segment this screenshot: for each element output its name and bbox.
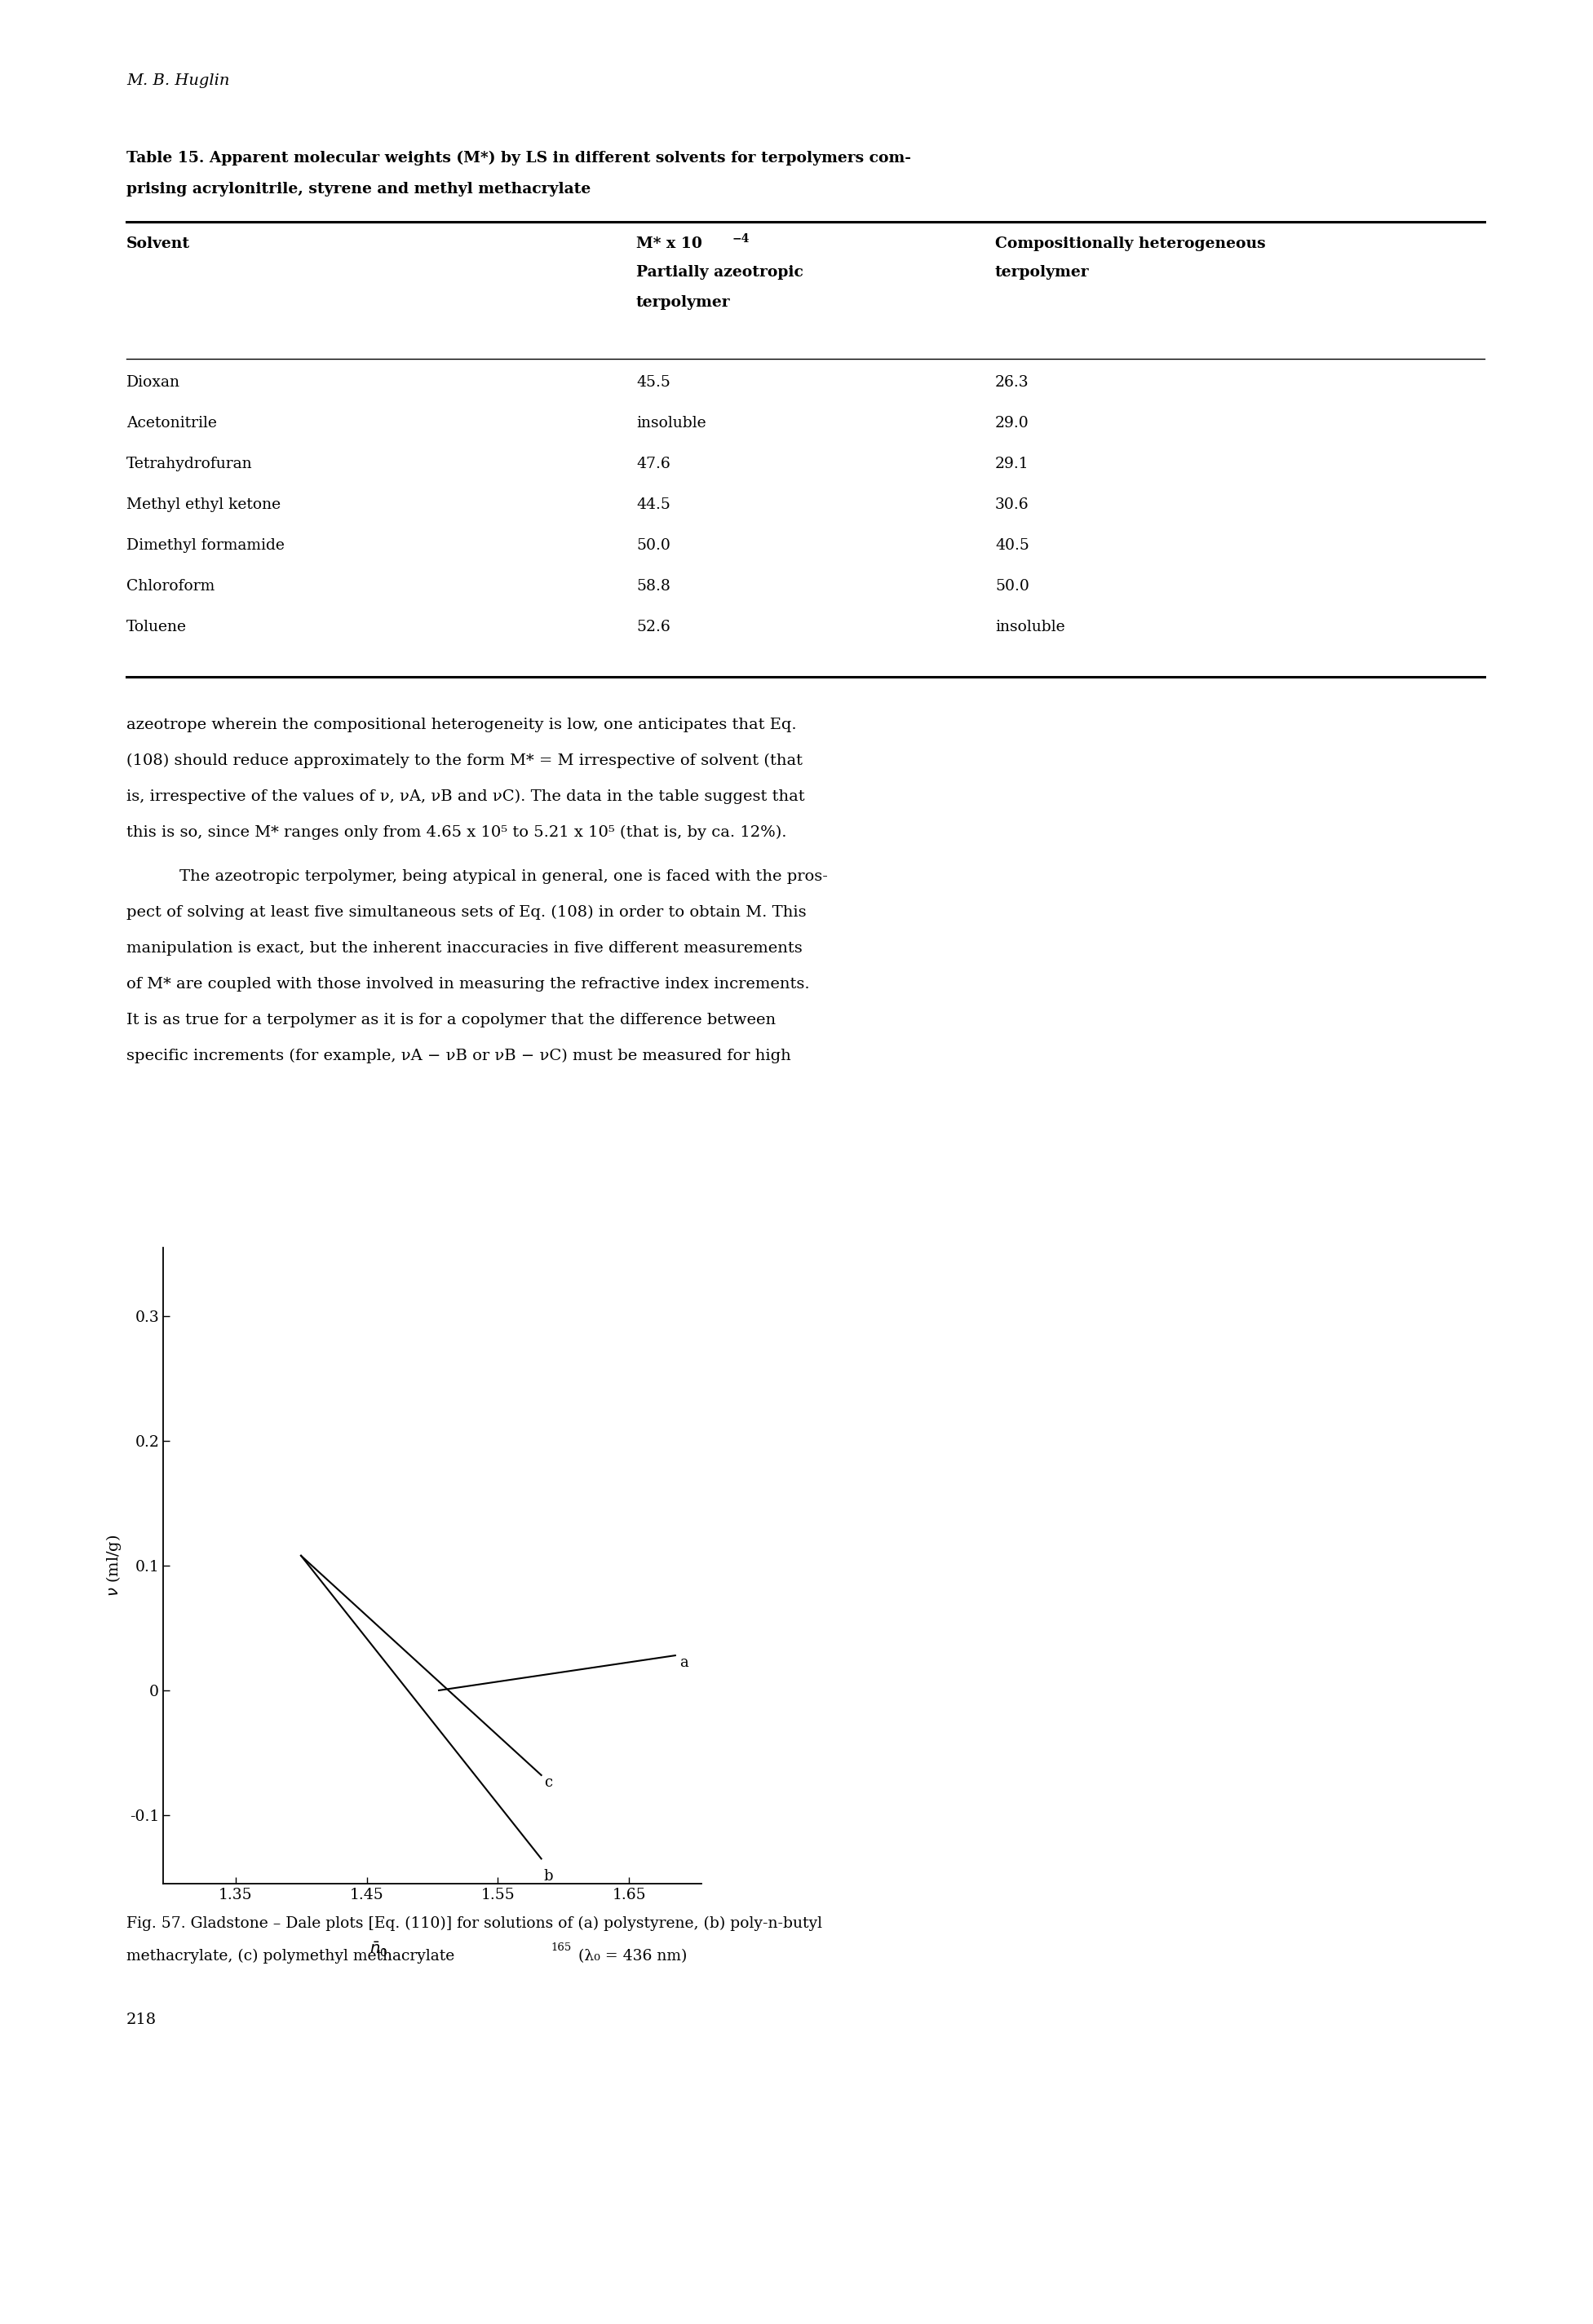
Text: M* x 10: M* x 10 (636, 237, 703, 251)
Text: 29.0: 29.0 (996, 416, 1029, 430)
Text: Table 15. Apparent molecular weights (M*) by LS in different solvents for terpol: Table 15. Apparent molecular weights (M*… (126, 151, 911, 165)
Text: manipulation is exact, but the inherent inaccuracies in five different measureme: manipulation is exact, but the inherent … (126, 941, 803, 955)
Text: 30.6: 30.6 (996, 497, 1029, 511)
Text: −4: −4 (733, 232, 750, 244)
Text: It is as true for a terpolymer as it is for a copolymer that the difference betw: It is as true for a terpolymer as it is … (126, 1013, 776, 1027)
Text: M. B. Huglin: M. B. Huglin (126, 74, 229, 88)
Text: this is so, since M* ranges only from 4.65 x 10⁵ to 5.21 x 10⁵ (that is, by ca. : this is so, since M* ranges only from 4.… (126, 825, 787, 839)
Text: terpolymer: terpolymer (636, 295, 731, 309)
Text: c: c (543, 1776, 553, 1789)
Text: Methyl ethyl ketone: Methyl ethyl ketone (126, 497, 280, 511)
Text: 50.0: 50.0 (996, 579, 1029, 593)
Text: 26.3: 26.3 (996, 374, 1029, 390)
Text: Chloroform: Chloroform (126, 579, 215, 593)
Text: 58.8: 58.8 (636, 579, 671, 593)
Text: 45.5: 45.5 (636, 374, 671, 390)
Y-axis label: $\nu$ (ml/g): $\nu$ (ml/g) (104, 1534, 123, 1597)
Text: 50.0: 50.0 (636, 539, 671, 553)
Text: prising acrylonitrile, styrene and methyl methacrylate: prising acrylonitrile, styrene and methy… (126, 181, 591, 198)
X-axis label: $\bar{n}_0$: $\bar{n}_0$ (370, 1941, 387, 1959)
Text: Dioxan: Dioxan (126, 374, 180, 390)
Text: 47.6: 47.6 (636, 456, 671, 472)
Text: (108) should reduce approximately to the form M* = M irrespective of solvent (th: (108) should reduce approximately to the… (126, 753, 803, 769)
Text: is, irrespective of the values of ν, νA, νB and νC). The data in the table sugge: is, irrespective of the values of ν, νA,… (126, 790, 804, 804)
Text: 40.5: 40.5 (996, 539, 1029, 553)
Text: 52.6: 52.6 (636, 621, 671, 634)
Text: 29.1: 29.1 (996, 456, 1029, 472)
Text: Acetonitrile: Acetonitrile (126, 416, 217, 430)
Text: 165: 165 (551, 1943, 572, 1952)
Text: insoluble: insoluble (996, 621, 1066, 634)
Text: insoluble: insoluble (636, 416, 706, 430)
Text: Solvent: Solvent (126, 237, 190, 251)
Text: Dimethyl formamide: Dimethyl formamide (126, 539, 285, 553)
Text: of M* are coupled with those involved in measuring the refractive index incremen: of M* are coupled with those involved in… (126, 976, 809, 992)
Text: Tetrahydrofuran: Tetrahydrofuran (126, 456, 253, 472)
Text: b: b (543, 1868, 553, 1882)
Text: 218: 218 (126, 2013, 156, 2027)
Text: pect of solving at least five simultaneous sets of Eq. (108) in order to obtain : pect of solving at least five simultaneo… (126, 904, 806, 920)
Text: The azeotropic terpolymer, being atypical in general, one is faced with the pros: The azeotropic terpolymer, being atypica… (180, 869, 828, 883)
Text: methacrylate, (c) polymethyl methacrylate: methacrylate, (c) polymethyl methacrylat… (126, 1950, 454, 1964)
Text: (λ₀ = 436 nm): (λ₀ = 436 nm) (573, 1950, 687, 1964)
Text: Compositionally heterogeneous: Compositionally heterogeneous (996, 237, 1265, 251)
Text: a: a (679, 1655, 688, 1671)
Text: Fig. 57. Gladstone – Dale plots [Eq. (110)] for solutions of (a) polystyrene, (b: Fig. 57. Gladstone – Dale plots [Eq. (11… (126, 1917, 822, 1931)
Text: 44.5: 44.5 (636, 497, 671, 511)
Text: Partially azeotropic: Partially azeotropic (636, 265, 803, 279)
Text: terpolymer: terpolymer (996, 265, 1090, 279)
Text: Toluene: Toluene (126, 621, 186, 634)
Text: azeotrope wherein the compositional heterogeneity is low, one anticipates that E: azeotrope wherein the compositional hete… (126, 718, 796, 732)
Text: specific increments (for example, νA − νB or νB − νC) must be measured for high: specific increments (for example, νA − ν… (126, 1048, 792, 1064)
